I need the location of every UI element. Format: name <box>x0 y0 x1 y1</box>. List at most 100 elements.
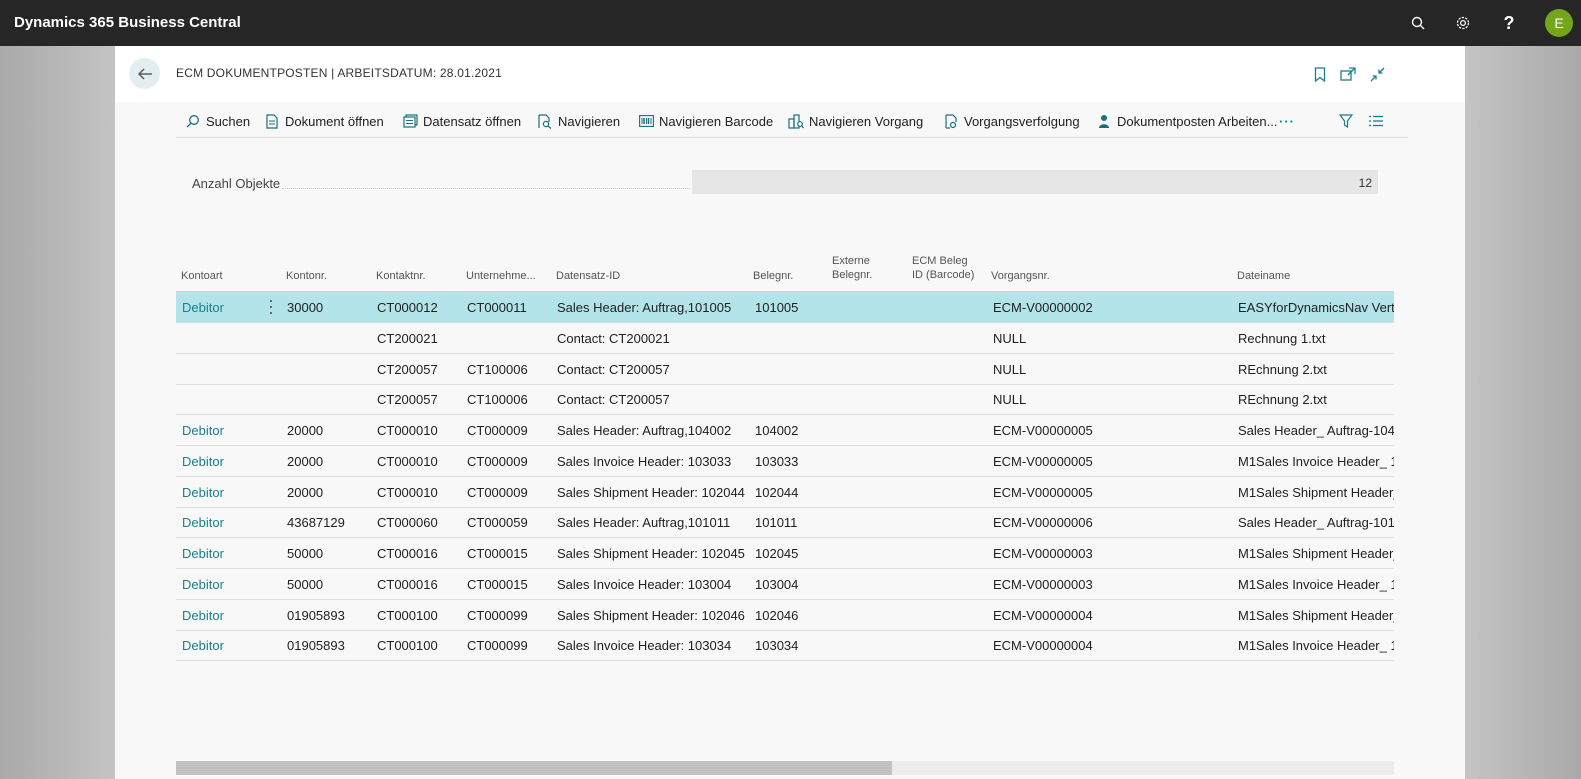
cell-kontoart[interactable]: Debitor <box>182 515 224 531</box>
scrollbar-thumb[interactable] <box>176 761 892 775</box>
cell-kontaktnr: CT000060 <box>377 515 438 531</box>
table-row[interactable]: Debitor 50000 CT000016 CT000015 Sales Invoic… <box>176 569 1394 600</box>
app-title[interactable]: Dynamics 365 Business Central <box>14 14 241 31</box>
cell-unternehmen: CT000009 <box>467 423 528 438</box>
row-menu-icon[interactable] <box>266 299 276 315</box>
col-header-ecm-beleg-id[interactable]: ECM Beleg ID (Barcode) <box>912 254 974 282</box>
cell-datensatz: Sales Shipment Header: 102046 <box>557 607 745 623</box>
col-header-line: ECM Beleg <box>912 255 968 267</box>
col-header-line: Externe <box>832 255 870 267</box>
action-navigieren-barcode[interactable]: Navigieren Barcode <box>638 111 773 131</box>
cell-kontoart[interactable]: Debitor <box>182 484 224 500</box>
cell-kontonr: 50000 <box>287 546 324 561</box>
table-row[interactable]: Debitor 01905893 CT000100 CT000099 Sales Shi… <box>176 600 1394 631</box>
table-row[interactable]: Debitor 50000 CT000016 CT000015 Sales Shipme… <box>176 538 1394 569</box>
background-shade-right <box>1465 46 1581 779</box>
cell-kontoart[interactable]: Debitor <box>182 638 224 654</box>
cell-belegnr: 102046 <box>755 607 799 623</box>
action-vorgangsverfolgung[interactable]: Vorgangsverfolgung <box>943 111 1080 131</box>
search-icon[interactable] <box>1405 10 1431 36</box>
list-view-icon[interactable] <box>1369 111 1383 131</box>
col-header-dateiname[interactable]: Dateiname <box>1237 270 1291 282</box>
table-row[interactable]: Debitor 20000 CT000010 CT000009 Sales Header… <box>176 415 1394 446</box>
cell-unternehmen: CT000099 <box>467 638 528 654</box>
cell-datensatz: Sales Header: Auftrag,101005 <box>557 300 732 315</box>
cell-kontonr: 20000 <box>287 453 324 469</box>
cell-kontoart[interactable]: Debitor <box>182 423 224 438</box>
action-suchen[interactable]: Suchen <box>185 111 250 131</box>
avatar[interactable]: E <box>1545 9 1573 37</box>
cell-kontaktnr: CT000100 <box>377 607 438 623</box>
col-header-unternehmen[interactable]: Unternehme... <box>466 270 536 282</box>
settings-icon[interactable] <box>1450 10 1476 36</box>
cell-vorgang: ECM-V00000006 <box>993 515 1093 531</box>
action-dokument-oeffnen[interactable]: Dokument öffnen <box>264 111 384 131</box>
cell-belegnr: 103033 <box>755 453 799 469</box>
cell-datei: M1Sales Shipment Header_ <box>1238 484 1394 500</box>
arrow-left-icon <box>137 68 152 79</box>
table-row[interactable]: Debitor 43687129 CT000060 CT000059 Sales Hea… <box>176 507 1394 539</box>
action-dokumentposten-arbeiten[interactable]: Dokumentposten Arbeiten... <box>1096 111 1277 131</box>
table-row[interactable]: Debitor 20000 CT000010 CT000009 Sales Invoic… <box>176 446 1394 477</box>
action-datensatz-oeffnen[interactable]: Datensatz öffnen <box>402 111 521 131</box>
col-header-vorgangsnr[interactable]: Vorgangsnr. <box>991 270 1050 282</box>
cell-kontonr: 30000 <box>287 300 324 315</box>
col-header-kontaktnr[interactable]: Kontaktnr. <box>376 270 426 282</box>
cell-kontoart[interactable]: Debitor <box>182 576 224 592</box>
action-label: Datensatz öffnen <box>423 113 522 129</box>
cell-vorgang: ECM-V00000005 <box>993 484 1093 500</box>
cell-datensatz: Sales Invoice Header: 103034 <box>557 638 732 654</box>
cell-kontoart[interactable]: Debitor <box>182 546 224 561</box>
table-row[interactable]: Debitor 30000 CT000012 CT000011 Sales Header… <box>176 292 1394 323</box>
cell-datensatz: Contact: CT200057 <box>557 392 670 408</box>
page-panel: ECM DOKUMENTPOSTEN | ARBEITSDATUM: 28.01… <box>115 46 1465 779</box>
back-button[interactable] <box>129 58 160 89</box>
summary-field[interactable]: 12 <box>692 170 1378 194</box>
open-new-window-icon[interactable] <box>1338 64 1358 84</box>
cell-datensatz: Sales Shipment Header: 102044 <box>557 484 745 500</box>
collapse-icon[interactable] <box>1367 64 1387 84</box>
col-header-belegnr[interactable]: Belegnr. <box>753 270 794 282</box>
filter-icon[interactable] <box>1339 111 1353 131</box>
cell-kontoart[interactable]: Debitor <box>182 607 224 623</box>
cell-unternehmen: CT100006 <box>467 392 528 408</box>
page-header: ECM DOKUMENTPOSTEN | ARBEITSDATUM: 28.01… <box>115 46 1465 102</box>
bookmark-icon[interactable] <box>1310 64 1330 84</box>
action-label: Dokumentposten Arbeiten... <box>1117 113 1278 129</box>
cell-datei: M1Sales Shipment Header_ <box>1238 607 1394 623</box>
cell-unternehmen: CT000011 <box>467 300 527 315</box>
cell-kontoart[interactable]: Debitor <box>182 300 224 315</box>
cell-kontaktnr: CT200057 <box>377 392 438 408</box>
more-actions-icon[interactable]: ··· <box>1279 113 1295 129</box>
summary-label: Anzahl Objekte <box>192 176 281 191</box>
action-navigieren[interactable]: Navigieren <box>537 111 620 131</box>
table-row[interactable]: CT200057 CT100006 Contact: CT200057 NULL REc… <box>176 384 1394 416</box>
cell-belegnr: 103004 <box>755 576 799 592</box>
cell-kontaktnr: CT000100 <box>377 638 438 654</box>
page-title: ECM DOKUMENTPOSTEN | ARBEITSDATUM: 28.01… <box>176 66 502 80</box>
navigate-icon <box>537 113 553 129</box>
cell-kontoart[interactable]: Debitor <box>182 453 224 469</box>
col-header-kontonr[interactable]: Kontonr. <box>286 270 327 282</box>
cell-belegnr: 102044 <box>755 484 799 500</box>
help-icon[interactable]: ? <box>1503 12 1515 33</box>
col-header-externe-belegnr[interactable]: Externe Belegnr. <box>832 254 872 282</box>
action-navigieren-vorgang[interactable]: Navigieren Vorgang <box>788 111 923 131</box>
horizontal-scrollbar[interactable] <box>176 761 1394 775</box>
col-header-datensatz-id[interactable]: Datensatz-ID <box>556 270 621 282</box>
action-label: Navigieren <box>558 113 621 129</box>
cell-belegnr: 101011 <box>755 515 798 531</box>
cell-unternehmen: CT000059 <box>467 515 528 531</box>
cell-kontaktnr: CT000012 <box>377 300 438 315</box>
table-row[interactable]: CT200021 Contact: CT200021 NULL Rechnung 1.… <box>176 323 1394 354</box>
cell-datensatz: Sales Invoice Header: 103004 <box>557 576 732 592</box>
cell-vorgang: ECM-V00000004 <box>993 607 1093 623</box>
cell-kontaktnr: CT200057 <box>377 361 438 377</box>
cell-vorgang: ECM-V00000005 <box>993 453 1093 469</box>
table-row[interactable]: Debitor 20000 CT000010 CT000009 Sales Shipme… <box>176 477 1394 508</box>
col-header-kontoart[interactable]: Kontoart <box>181 270 223 282</box>
table-row[interactable]: CT200057 CT100006 Contact: CT200057 NULL REc… <box>176 354 1394 385</box>
table-row[interactable]: Debitor 01905893 CT000100 CT000099 Sales Inv… <box>176 630 1394 662</box>
cell-unternehmen: CT000009 <box>467 453 528 469</box>
cell-datei: REchnung 2.txt <box>1238 361 1327 377</box>
